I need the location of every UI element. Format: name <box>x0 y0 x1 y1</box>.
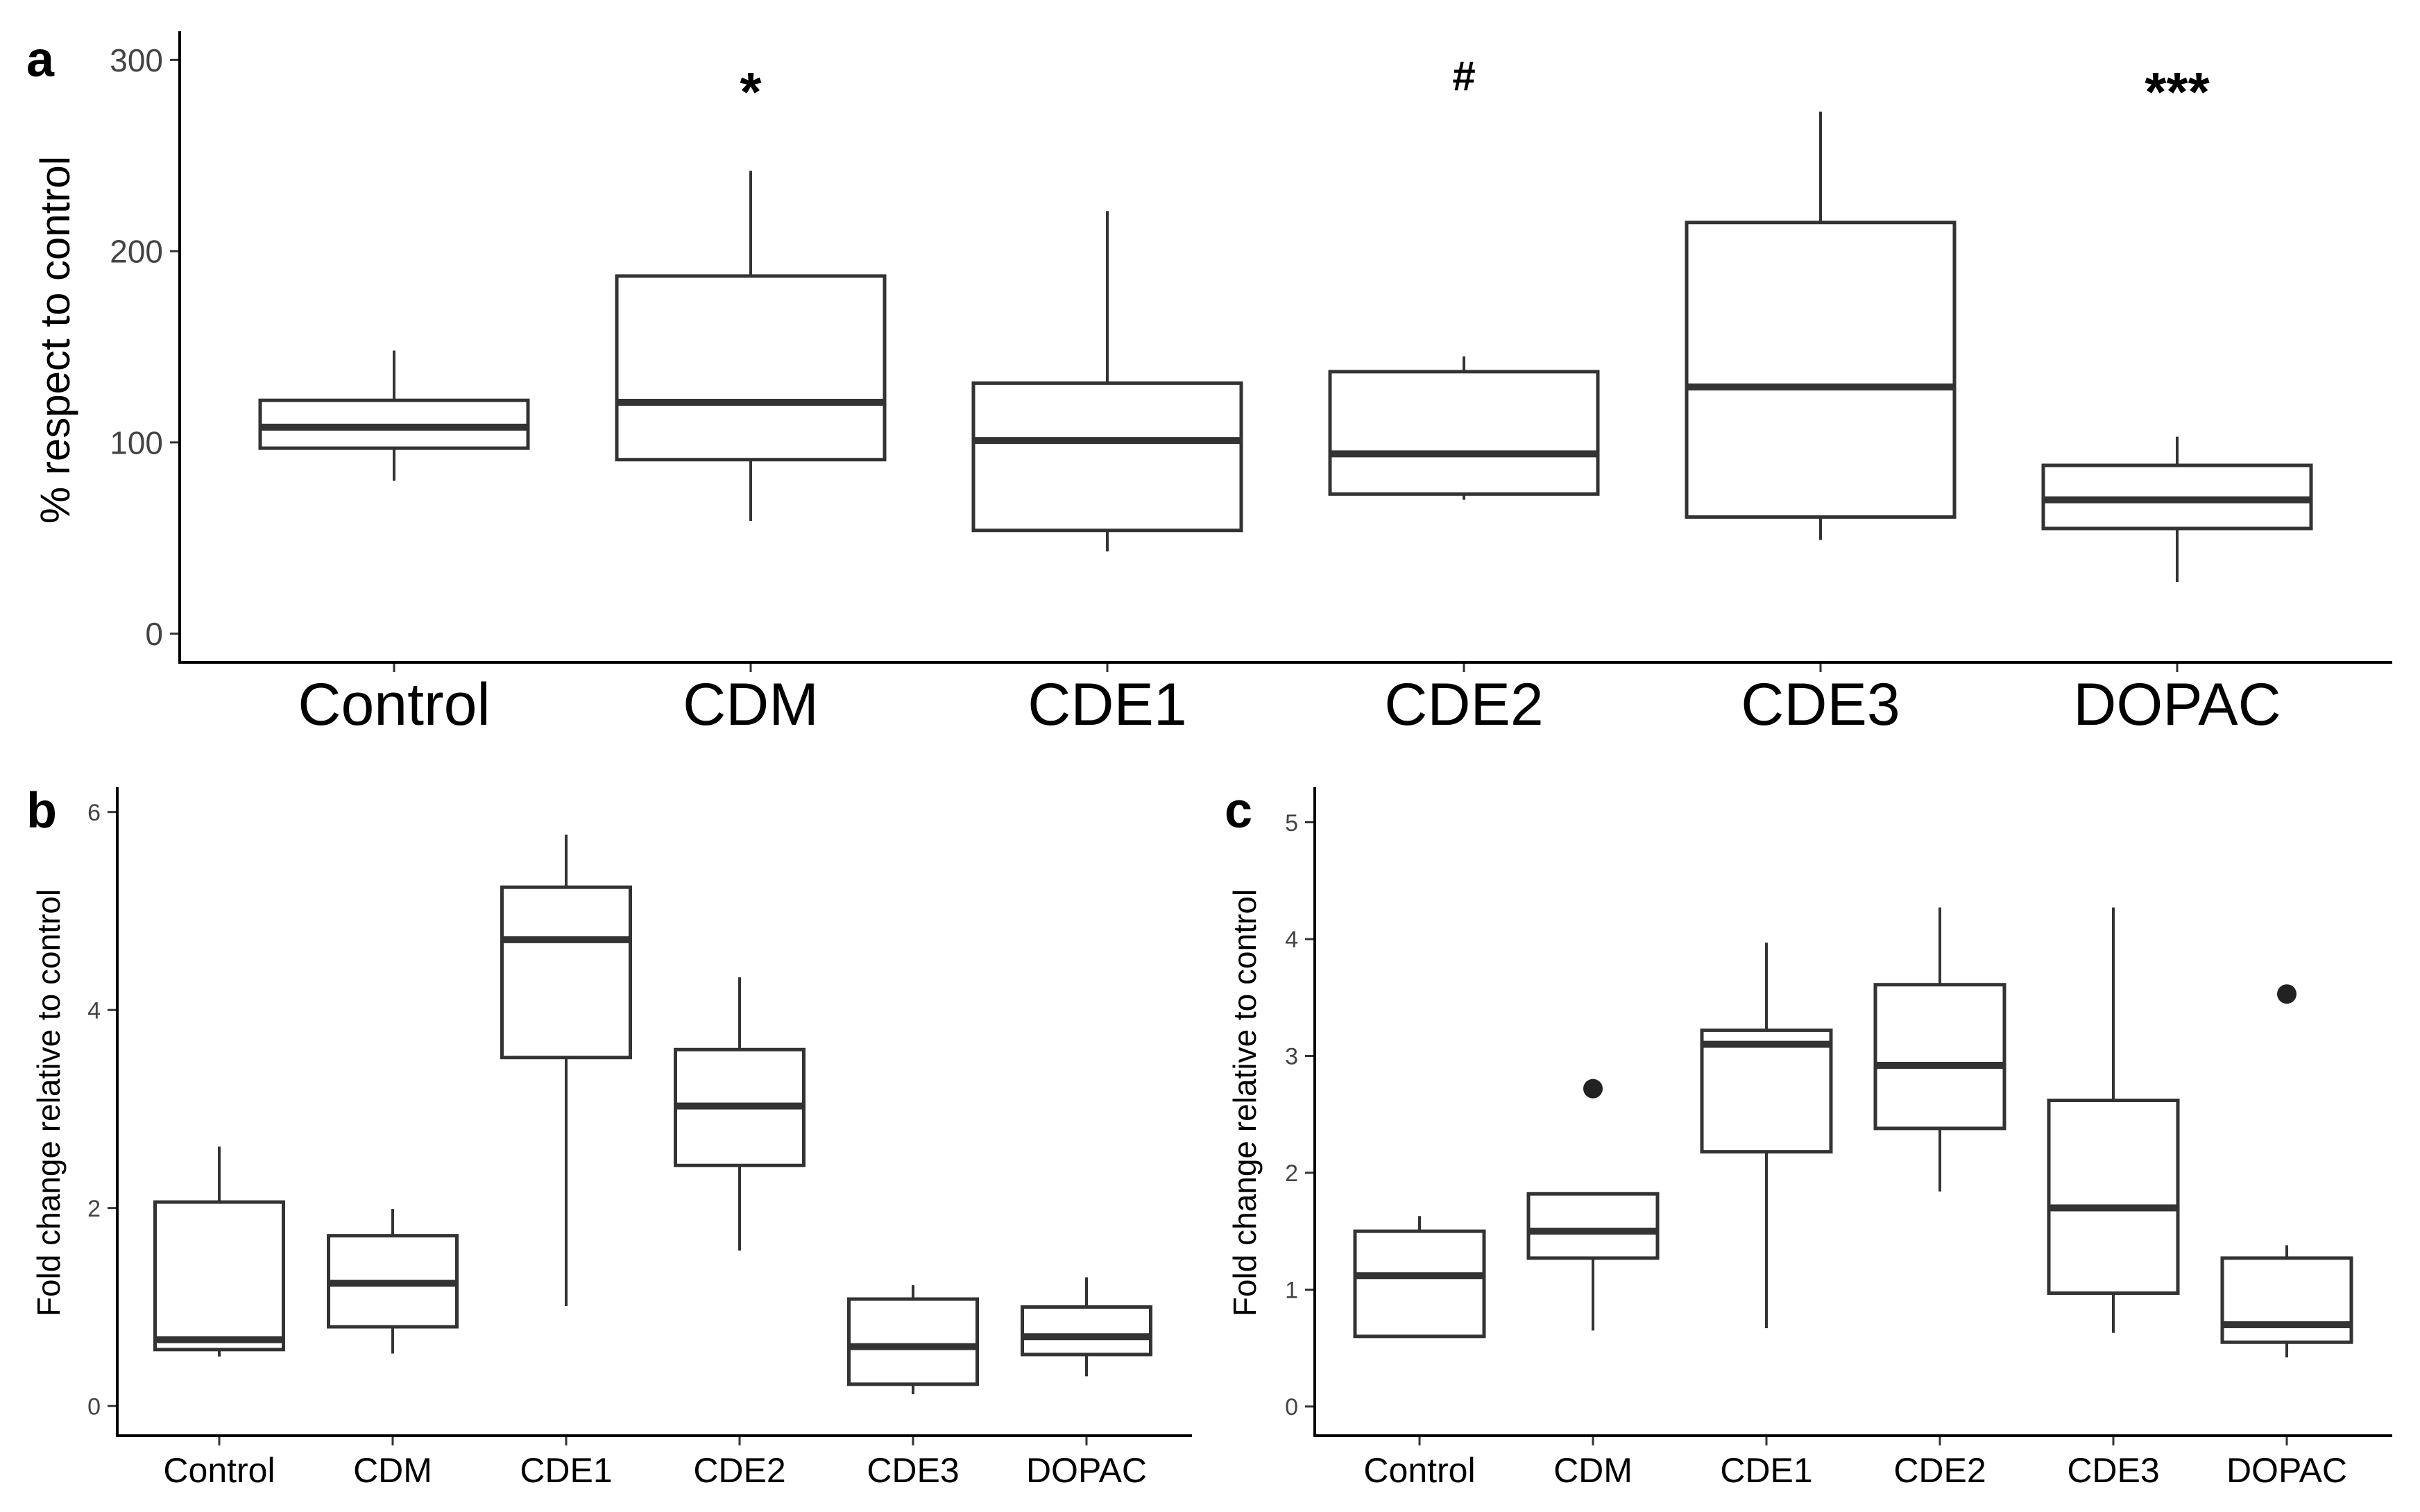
panel-a-y-axis: 0 100 200 300 <box>110 42 180 652</box>
box-cdm <box>615 171 887 521</box>
outlier-point <box>2277 984 2297 1004</box>
box-control <box>1353 1216 1486 1339</box>
iqr-box <box>1021 1305 1152 1357</box>
y-tick-label: 200 <box>110 234 163 270</box>
y-tick-label: 0 <box>145 616 163 652</box>
iqr-box <box>615 274 887 462</box>
panel-a-axis-lines <box>178 31 2392 664</box>
panel-b-axis-lines <box>116 787 1192 1437</box>
y-tick-label: 3 <box>1285 1044 1298 1070</box>
x-tick-label: Control <box>1363 1451 1475 1490</box>
iqr-box <box>847 1297 979 1386</box>
y-tick-label: 100 <box>110 424 163 461</box>
iqr-box <box>153 1200 285 1352</box>
box-control <box>258 350 530 481</box>
y-tick-label: 6 <box>87 800 101 826</box>
box-cde1 <box>1700 943 1833 1329</box>
iqr-box <box>2047 1098 2180 1295</box>
box-dopac <box>2041 436 2313 583</box>
x-tick-label: CDE3 <box>2067 1451 2159 1490</box>
box-cde1 <box>971 211 1243 552</box>
x-tick-label: DOPAC <box>2073 671 2281 738</box>
iqr-box <box>2220 1256 2353 1344</box>
panel-c-letter: c <box>1225 783 1252 839</box>
y-tick-label: 4 <box>1285 927 1298 953</box>
iqr-box <box>1526 1192 1660 1260</box>
x-tick-label: CDM <box>353 1451 432 1490</box>
panel-b-x-axis: Control CDM CDE1 CDE2 CDE3 DOPAC <box>163 1436 1147 1490</box>
panel-b: b Fold change relative to control 0 2 4 6 C… <box>26 783 1192 1490</box>
box-cdm <box>1526 1079 1660 1331</box>
outlier-point <box>1583 1079 1603 1099</box>
x-tick-label: CDM <box>683 671 819 738</box>
x-tick-label: DOPAC <box>1026 1451 1147 1490</box>
significance-label: # <box>1452 53 1475 99</box>
box-cde2 <box>674 977 806 1251</box>
y-tick-label: 0 <box>1285 1394 1298 1420</box>
iqr-box <box>1353 1229 1486 1339</box>
box-cde1 <box>500 834 632 1306</box>
panel-a-y-axis-title: % respect to control <box>32 156 78 524</box>
panel-c: c Fold change relative to control 0 1 2 3 4 5… <box>1225 783 2392 1490</box>
panel-a-boxes <box>258 111 2313 583</box>
iqr-box <box>1873 983 2006 1131</box>
x-tick-label: CDE1 <box>1028 671 1186 738</box>
panel-b-letter: b <box>26 783 57 839</box>
box-cde3 <box>2047 907 2180 1333</box>
y-tick-label: 1 <box>1285 1278 1298 1304</box>
significance-label: * <box>740 61 762 123</box>
box-control <box>153 1146 285 1357</box>
box-cdm <box>327 1209 459 1354</box>
y-tick-label: 300 <box>110 42 163 78</box>
box-dopac <box>1021 1277 1152 1377</box>
box-dopac <box>2220 984 2353 1358</box>
iqr-box <box>1328 370 1600 496</box>
panel-b-boxes <box>153 834 1152 1395</box>
y-tick-label: 0 <box>87 1393 101 1420</box>
y-tick-label: 2 <box>87 1196 101 1222</box>
panel-c-x-axis: Control CDM CDE1 CDE2 CDE3 DOPAC <box>1363 1436 2347 1490</box>
x-tick-label: Control <box>298 671 490 738</box>
panel-b-y-axis: 0 2 4 6 <box>87 800 117 1420</box>
panel-c-boxes <box>1353 907 2353 1358</box>
panel-c-y-axis: 0 1 2 3 4 5 <box>1285 810 1315 1420</box>
x-tick-label: CDE2 <box>1384 671 1543 738</box>
panel-b-y-axis-title: Fold change relative to control <box>31 889 67 1316</box>
y-tick-label: 2 <box>1285 1160 1298 1187</box>
box-cde3 <box>847 1285 979 1395</box>
box-cde3 <box>1685 111 1957 540</box>
y-tick-label: 5 <box>1285 810 1298 836</box>
box-cde2 <box>1873 907 2006 1192</box>
iqr-box <box>971 381 1243 533</box>
x-tick-label: CDE2 <box>1893 1451 1986 1490</box>
box-cde2 <box>1328 356 1600 500</box>
panel-c-y-axis-title: Fold change relative to control <box>1227 889 1263 1316</box>
x-tick-label: Control <box>163 1451 275 1490</box>
x-tick-label: CDE1 <box>520 1451 612 1490</box>
iqr-box <box>1700 1028 1833 1154</box>
panel-a-significance-marks: * # *** <box>740 53 2210 123</box>
iqr-box <box>1685 221 1957 519</box>
y-tick-label: 4 <box>87 997 101 1024</box>
iqr-box <box>500 885 632 1060</box>
panel-c-axis-lines <box>1313 787 2392 1437</box>
panel-a-x-axis: Control CDM CDE1 CDE2 CDE3 DOPAC <box>298 662 2281 738</box>
x-tick-label: CDE2 <box>693 1451 785 1490</box>
x-tick-label: CDE3 <box>867 1451 959 1490</box>
panel-a-letter: a <box>26 32 55 87</box>
x-tick-label: CDE3 <box>1741 671 1900 738</box>
x-tick-label: DOPAC <box>2226 1451 2347 1490</box>
x-tick-label: CDE1 <box>1720 1451 1812 1490</box>
significance-label: *** <box>2145 61 2210 123</box>
x-tick-label: CDM <box>1553 1451 1633 1490</box>
